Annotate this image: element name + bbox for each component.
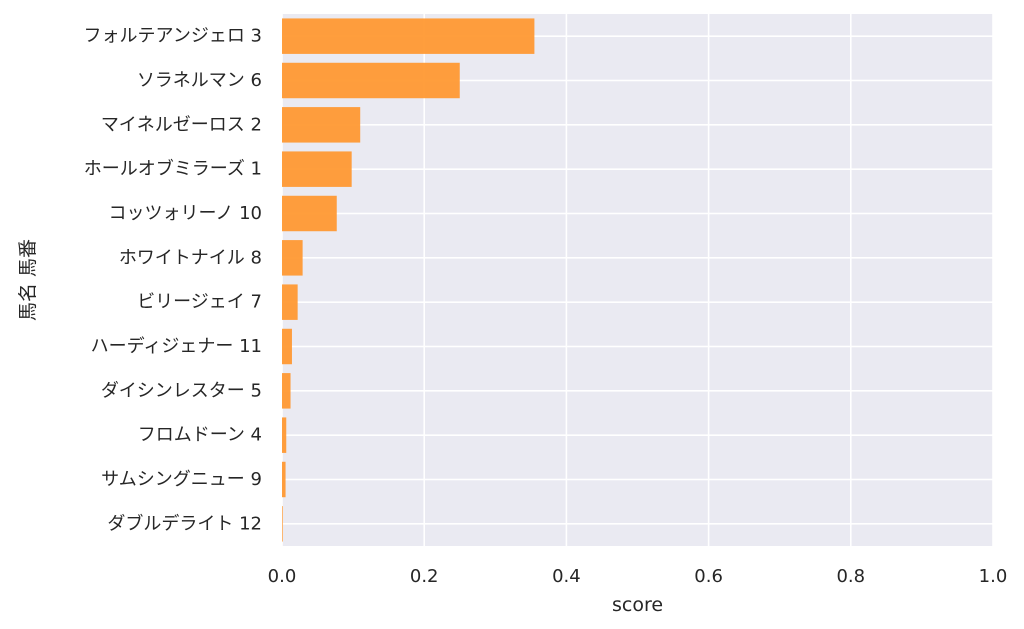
bar: [282, 284, 298, 320]
bar: [282, 461, 286, 498]
bar: [282, 506, 283, 542]
x-tick-label: 0.2: [410, 566, 439, 587]
y-tick-label: サムシングニュー 9: [101, 469, 262, 490]
y-tick-labels: フォルテアンジェロ 3 ソラネルマン 6 マイネルゼーロス 2 ホールオブミラーズ 1…: [84, 26, 262, 535]
y-axis-title: 馬名 馬番: [17, 239, 39, 321]
y-tick-label: マイネルゼーロス 2: [101, 114, 262, 135]
plot-area: [282, 14, 993, 546]
x-tick-labels: 0.0 0.2 0.4 0.6 0.8 1.0: [268, 566, 1008, 587]
bar: [282, 328, 292, 365]
x-tick-label: 0.0: [268, 566, 297, 587]
bar: [282, 195, 337, 232]
bar: [282, 240, 303, 276]
y-tick-label: ソラネルマン 6: [137, 70, 262, 91]
bar: [282, 417, 287, 453]
bar: [282, 107, 361, 143]
y-tick-label: ホールオブミラーズ 1: [84, 158, 262, 180]
y-tick-label: ビリージェイ 7: [137, 292, 262, 313]
bar: [282, 62, 460, 99]
bar: [282, 373, 291, 409]
y-tick-label: ホワイトナイル 8: [119, 247, 262, 268]
y-tick-label: コッツォリーノ 10: [108, 203, 262, 224]
y-tick-label: フォルテアンジェロ 3: [84, 26, 262, 47]
y-tick-label: ダイシンレスター 5: [101, 380, 262, 401]
y-tick-label: ダブルデライト 12: [107, 512, 262, 534]
x-tick-label: 0.6: [694, 566, 723, 587]
x-tick-label: 0.8: [836, 566, 865, 587]
y-tick-label: フロムドーン 4: [138, 425, 262, 446]
bars: [282, 18, 535, 542]
x-tick-label: 0.4: [552, 566, 581, 587]
x-tick-label: 1.0: [979, 566, 1008, 587]
bar: [282, 151, 352, 187]
y-tick-label: ハーディジェナー 11: [91, 336, 262, 357]
bar: [282, 18, 535, 54]
x-axis-title: score: [612, 594, 663, 616]
